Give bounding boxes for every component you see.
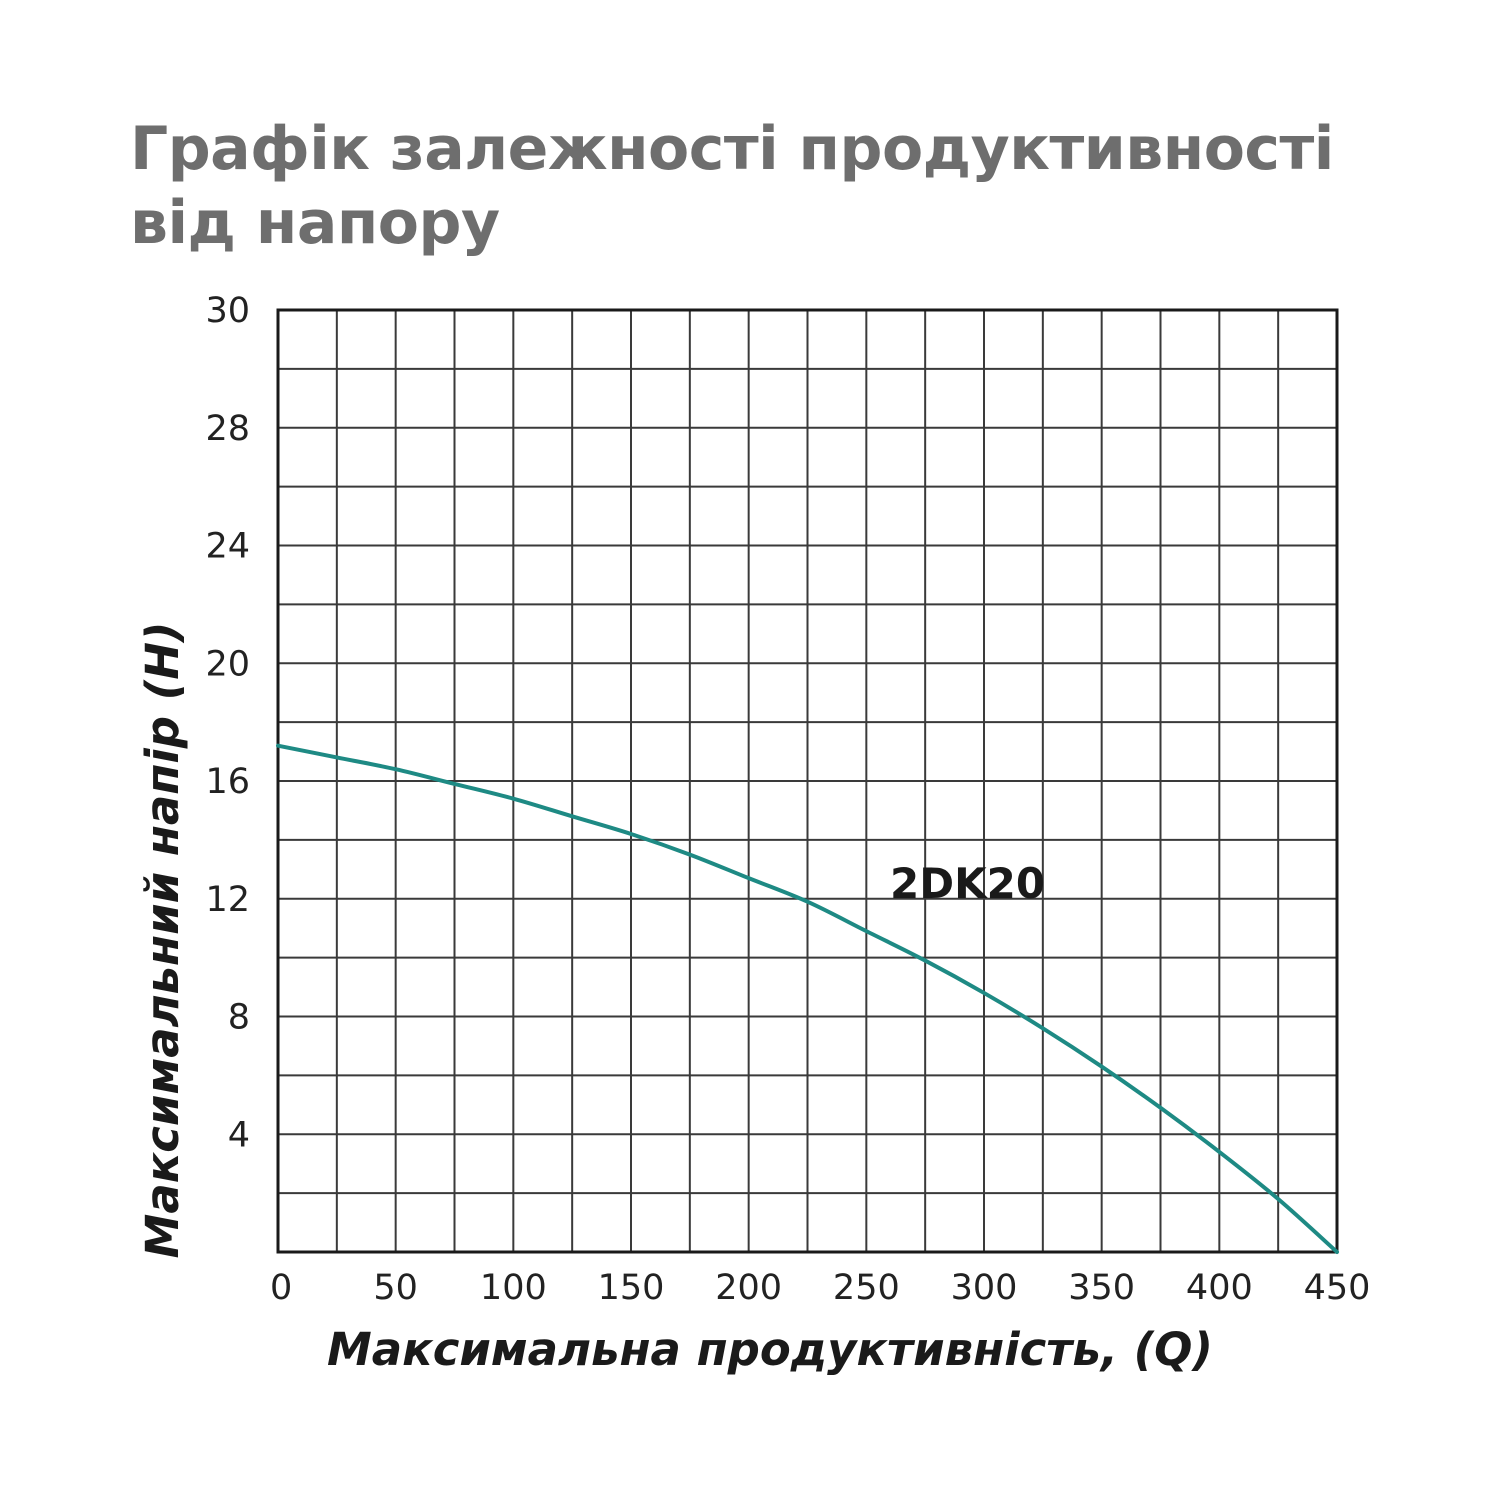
x-tick-label: 150 bbox=[598, 1268, 665, 1308]
x-tick-label: 400 bbox=[1186, 1268, 1253, 1308]
x-tick-label: 0 bbox=[270, 1268, 292, 1308]
y-tick-label: 28 bbox=[205, 409, 250, 449]
y-tick-label: 4 bbox=[228, 1115, 250, 1155]
x-tick-label: 250 bbox=[833, 1268, 900, 1308]
series-line-2dk20 bbox=[276, 743, 1339, 1254]
plot-frame bbox=[276, 308, 1339, 1254]
page-title: Графік залежності продуктивності від нап… bbox=[130, 114, 1334, 258]
y-tick-label: 8 bbox=[228, 998, 250, 1038]
grid bbox=[278, 310, 1337, 1252]
x-tick-labels: 0 50 100 150 200 250 300 350 400 450 bbox=[270, 1268, 1370, 1308]
x-tick-label: 300 bbox=[951, 1268, 1018, 1308]
y-tick-label: 24 bbox=[205, 527, 250, 567]
x-tick-label: 200 bbox=[715, 1268, 782, 1308]
y-axis-title: Максимальний напір (H) bbox=[136, 622, 189, 1259]
y-tick-label: 16 bbox=[205, 762, 250, 802]
x-tick-label: 450 bbox=[1304, 1268, 1371, 1308]
plot-border bbox=[276, 308, 1339, 1254]
series-lines bbox=[276, 743, 1339, 1254]
y-tick-label: 12 bbox=[205, 880, 250, 920]
y-tick-labels: 4 8 12 16 20 24 28 30 bbox=[205, 291, 250, 1155]
series-label: 2DK20 bbox=[890, 859, 1045, 908]
x-tick-label: 50 bbox=[373, 1268, 418, 1308]
x-tick-label: 350 bbox=[1068, 1268, 1135, 1308]
x-tick-label: 100 bbox=[480, 1268, 547, 1308]
x-axis-title: Максимальна продуктивність, (Q) bbox=[327, 1323, 1213, 1376]
y-tick-label: 20 bbox=[205, 644, 250, 684]
y-tick-label: 30 bbox=[205, 291, 250, 331]
